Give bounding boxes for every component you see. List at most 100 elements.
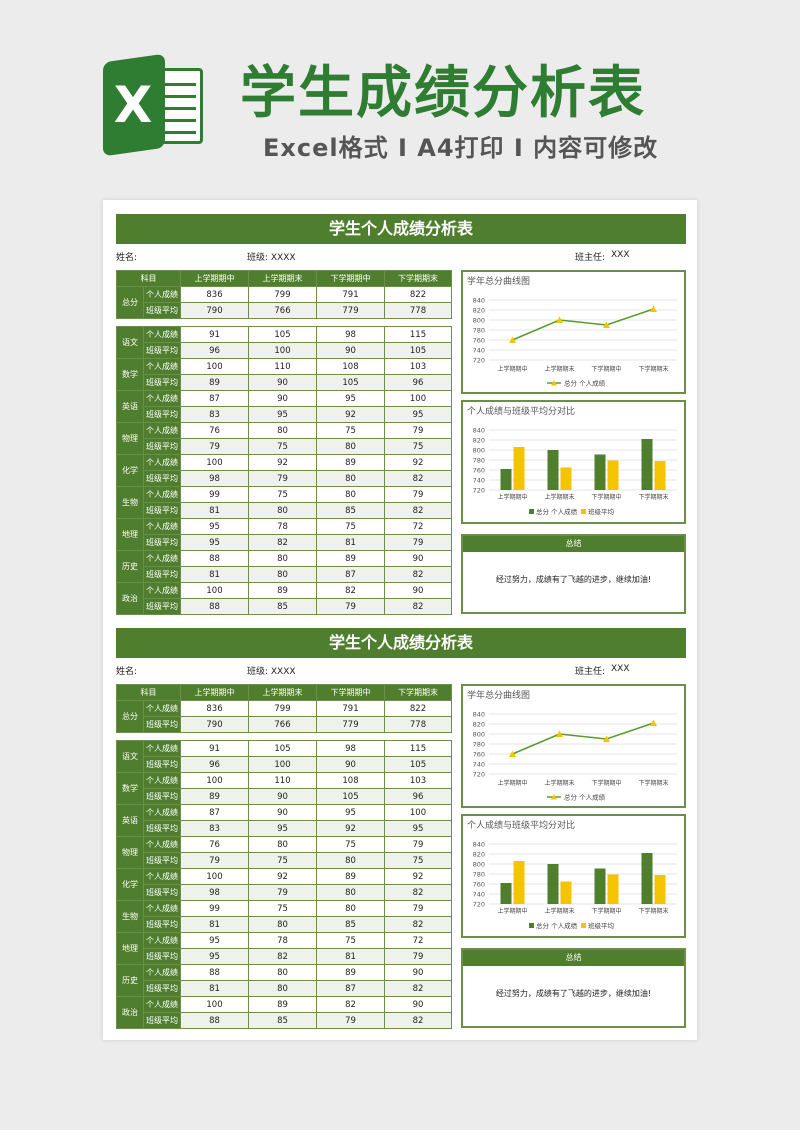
legend-label: 总分 个人成绩: [536, 921, 578, 930]
score-cell: 79: [384, 486, 452, 503]
table-row: 物理 个人成绩 76 80 75 79: [116, 836, 452, 869]
table-row: 地理 个人成绩 95 78 75 72: [116, 932, 452, 965]
score-cell: 92: [384, 868, 452, 885]
score-cell: 80: [248, 550, 317, 567]
score-cell: 80: [248, 422, 317, 439]
score-cell: 95: [316, 390, 385, 407]
row-type-cell: 个人成绩: [143, 582, 181, 599]
table-row: 英语 个人成绩 87 90 95 100: [116, 804, 452, 837]
row-type-cell: 班级平均: [143, 342, 181, 359]
x-tick-label: 上学期期中: [497, 493, 527, 501]
subject-cell: 总分: [116, 700, 144, 733]
row-type-cell: 个人成绩: [143, 358, 181, 375]
score-cell: 100: [180, 996, 249, 1013]
score-cell: 82: [316, 582, 385, 599]
row-type-cell: 班级平均: [143, 470, 181, 487]
table-row: 政治 个人成绩 100 89 82 90: [116, 996, 452, 1029]
subject-score-table: 语文 个人成绩 91 105 98 115 班级平均 96 100 90 105 数学 个人成绩 100 1…: [116, 326, 452, 615]
table-row: 语文 个人成绩 91 105 98 115: [116, 326, 452, 359]
score-cell: 79: [316, 1012, 385, 1029]
table-row: 生物 个人成绩 99 75 80 79: [116, 900, 452, 933]
score-cell: 87: [180, 804, 249, 821]
y-tick-label: 840: [473, 841, 485, 849]
score-cell: 105: [384, 342, 452, 359]
bar: [607, 874, 619, 904]
row-type-cell: 个人成绩: [143, 486, 181, 503]
score-cell: 822: [384, 286, 452, 303]
score-cell: 75: [248, 438, 317, 455]
y-tick-label: 720: [473, 771, 485, 779]
score-cell: 96: [180, 342, 249, 359]
x-tick-label: 上学期期末: [544, 365, 574, 373]
bar: [594, 868, 606, 904]
class-label: 班级: XXXX: [247, 667, 296, 677]
score-cell: 85: [316, 916, 385, 933]
score-cell: 80: [316, 884, 385, 901]
table-header-row: 科目 上学期期中 上学期期末 下学期期中 下学期期末: [116, 684, 452, 701]
name-label: 姓名:: [116, 253, 138, 263]
row-type-cell: 个人成绩: [143, 868, 181, 885]
summary-panel: 总结 经过努力，成绩有了飞越的进步，继续加油!: [461, 948, 686, 1028]
bar: [654, 461, 666, 490]
score-cell: 80: [316, 486, 385, 503]
summary-text: 经过努力，成绩有了飞越的进步，继续加油!: [495, 575, 652, 584]
score-cell: 90: [316, 756, 385, 773]
score-cell: 105: [384, 756, 452, 773]
legend-label: 班级平均: [588, 507, 615, 516]
row-type-cell: 个人成绩: [143, 518, 181, 535]
data-point: [603, 321, 610, 328]
y-tick-label: 820: [473, 851, 485, 859]
score-cell: 80: [248, 566, 317, 583]
score-cell: 105: [248, 740, 317, 757]
score-cell: 89: [316, 550, 385, 567]
score-cell: 110: [248, 358, 317, 375]
score-cell: 80: [248, 916, 317, 933]
row-type-cell: 班级平均: [143, 374, 181, 391]
y-tick-label: 740: [473, 891, 485, 899]
subject-cell: 数学: [116, 772, 144, 805]
y-tick-label: 740: [473, 477, 485, 485]
row-type-cell: 班级平均: [143, 916, 181, 933]
table-row: 总分 个人成绩 836 799 791 822: [116, 286, 452, 319]
row-type-cell: 班级平均: [143, 302, 181, 319]
total-score-table: 科目 上学期期中 上学期期末 下学期期中 下学期期末 总分 个人成绩 836 799 791 822…: [116, 684, 452, 733]
x-tick-label: 上学期期末: [544, 779, 574, 787]
bar: [641, 853, 653, 904]
table-row: 地理 个人成绩 95 78 75 72: [116, 518, 452, 551]
logo-letter: X: [113, 76, 153, 134]
y-tick-label: 760: [473, 337, 485, 345]
score-cell: 91: [180, 326, 249, 343]
score-cell: 82: [248, 948, 317, 965]
row-type-cell: 个人成绩: [143, 964, 181, 981]
table-row: 班级平均 88 85 79 82: [117, 1012, 452, 1029]
row-type-cell: 班级平均: [143, 852, 181, 869]
score-cell: 80: [248, 980, 317, 997]
y-tick-label: 780: [473, 457, 485, 465]
score-cell: 81: [316, 948, 385, 965]
score-cell: 778: [384, 302, 452, 319]
y-tick-label: 780: [473, 741, 485, 749]
table-row: 历史 个人成绩 88 80 89 90: [116, 964, 452, 997]
score-cell: 87: [316, 566, 385, 583]
score-cell: 72: [384, 932, 452, 949]
score-cell: 90: [384, 550, 452, 567]
score-cell: 90: [384, 964, 452, 981]
score-cell: 89: [316, 454, 385, 471]
teacher-value: XXX: [611, 250, 630, 260]
bar: [560, 881, 572, 904]
row-type-cell: 个人成绩: [143, 900, 181, 917]
y-tick-label: 720: [473, 487, 485, 495]
score-cell: 95: [180, 932, 249, 949]
column-header: 下学期期中: [316, 270, 385, 287]
x-tick-label: 下学期期末: [638, 779, 668, 787]
row-type-cell: 个人成绩: [143, 454, 181, 471]
summary-title: 总结: [463, 950, 684, 966]
row-type-cell: 个人成绩: [143, 740, 181, 757]
score-cell: 80: [316, 438, 385, 455]
score-cell: 82: [384, 598, 452, 615]
score-cell: 80: [316, 852, 385, 869]
score-cell: 790: [180, 302, 249, 319]
subject-cell: 历史: [116, 550, 144, 583]
x-tick-label: 下学期期末: [638, 907, 668, 915]
table-row: 班级平均 95 82 81 79: [117, 534, 452, 551]
